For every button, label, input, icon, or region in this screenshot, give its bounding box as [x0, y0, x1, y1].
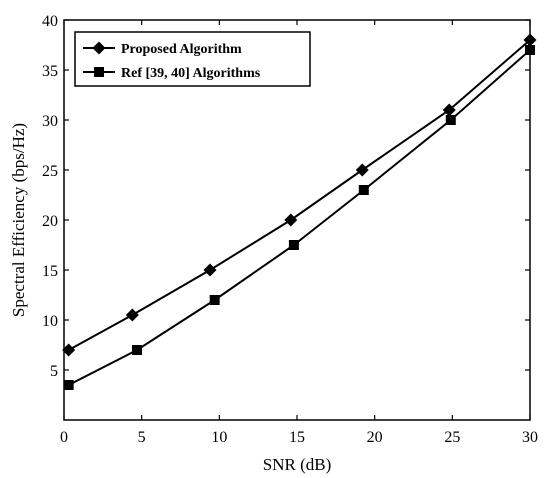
x-tick-label: 10 [211, 429, 227, 446]
x-tick-label: 30 [522, 429, 538, 446]
x-tick-label: 0 [60, 429, 68, 446]
diamond-marker [203, 263, 217, 277]
y-tick-label: 5 [50, 363, 58, 380]
diamond-marker [92, 41, 106, 55]
y-axis-title: Spectral Efficiency (bps/Hz) [9, 123, 28, 317]
square-marker [358, 185, 369, 195]
square-marker [288, 240, 299, 250]
x-tick-label: 15 [289, 429, 305, 446]
x-tick-label: 5 [138, 429, 146, 446]
y-tick-label: 10 [42, 313, 58, 330]
legend-items: Proposed Algorithm Ref [39, 40] Algorithm… [83, 41, 261, 81]
y-tick-label: 30 [42, 113, 58, 130]
y-tick-label: 40 [42, 13, 58, 30]
diamond-marker [62, 343, 76, 357]
square-marker [132, 345, 143, 355]
y-tick-label: 25 [42, 163, 58, 180]
legend-box [74, 31, 311, 87]
y-axis-ticks: 5 10 15 20 25 30 35 40 [42, 13, 530, 380]
diamond-marker [125, 308, 139, 322]
square-marker [445, 115, 456, 125]
diamond-marker [355, 163, 369, 177]
x-tick-label: 20 [367, 429, 383, 446]
y-tick-label: 15 [42, 263, 58, 280]
square-marker [63, 380, 74, 390]
legend-label: Ref [39, 40] Algorithms [121, 66, 261, 81]
square-marker [209, 295, 220, 305]
diamond-marker [442, 103, 456, 117]
diamond-marker [284, 213, 298, 227]
x-axis-title: SNR (dB) [263, 455, 331, 474]
y-tick-label: 35 [42, 63, 58, 80]
x-tick-label: 25 [444, 429, 460, 446]
square-marker [525, 45, 535, 55]
y-tick-label: 20 [42, 213, 58, 230]
series-2 [63, 45, 535, 390]
diamond-marker [523, 33, 537, 47]
series-1 [62, 33, 537, 357]
legend-item: Proposed Algorithm [83, 41, 242, 57]
series-layer [62, 33, 537, 390]
legend-label: Proposed Algorithm [121, 42, 242, 57]
x-axis-ticks: 0 5 10 15 20 25 30 [60, 20, 538, 446]
legend-item: Ref [39, 40] Algorithms [83, 66, 261, 81]
legend: Proposed Algorithm Ref [39, 40] Algorithm… [74, 31, 311, 87]
square-marker [94, 67, 104, 77]
